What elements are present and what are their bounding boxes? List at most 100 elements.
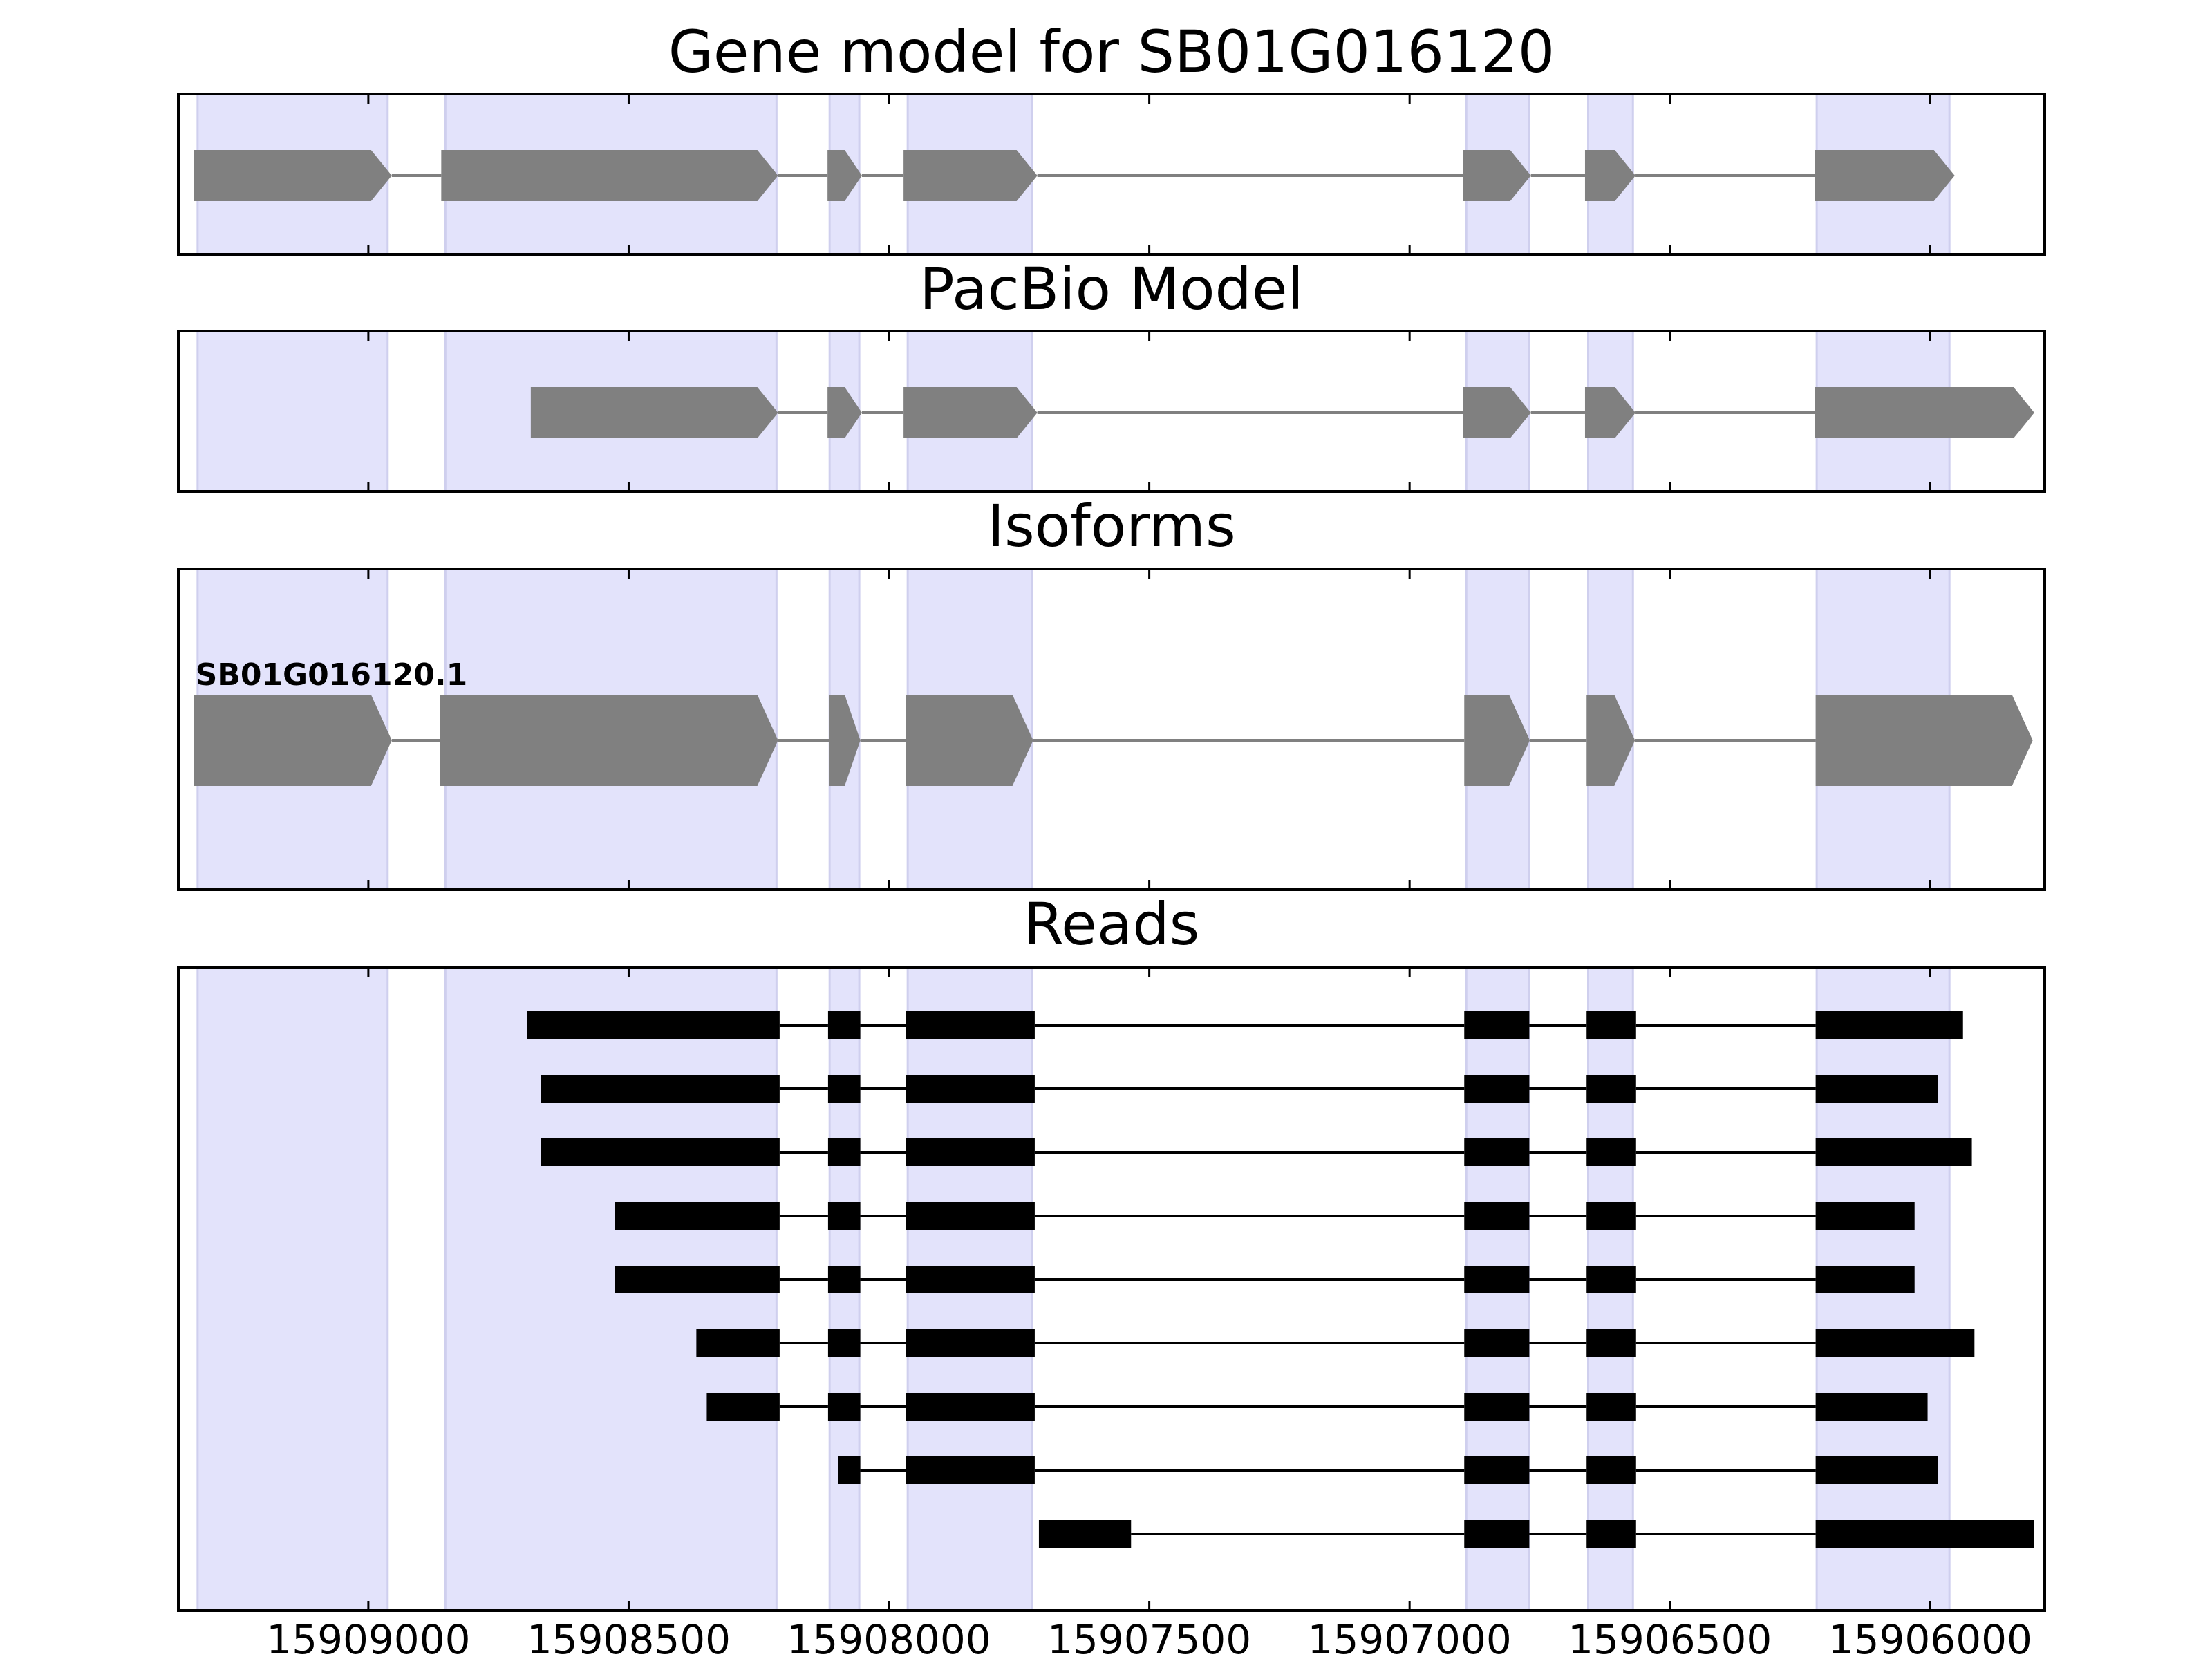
read-exon-block (1464, 1329, 1530, 1357)
read-exon-block (527, 1011, 780, 1039)
read-alignment (838, 1456, 1938, 1484)
exon-arrow (1815, 150, 1955, 201)
read-exon-block (1464, 1075, 1530, 1103)
isoform-label: SB01G016120.1 (196, 657, 468, 693)
read-exon-block (827, 1266, 861, 1293)
read-alignment (541, 1138, 1972, 1166)
read-exon-block (827, 1138, 861, 1166)
read-exon-block (1815, 1456, 1938, 1484)
panel-title: Gene model for SB01G016120 (668, 18, 1555, 86)
axes-frame (177, 966, 2046, 1612)
axes-frame (177, 330, 2046, 493)
exon-arrow (1815, 695, 2033, 786)
read-exon-block (615, 1266, 780, 1293)
read-exon-block (1815, 1520, 2034, 1548)
panel-title: PacBio Model (919, 255, 1304, 323)
read-exon-block (906, 1393, 1035, 1421)
read-exon-block (827, 1075, 861, 1103)
read-exon-block (1586, 1075, 1636, 1103)
panel-reads-3: Reads (177, 890, 2046, 1612)
exon-arrow (441, 150, 778, 201)
x-tick-label: 15907000 (1308, 1616, 1512, 1659)
read-exon-block (906, 1202, 1035, 1230)
exon-arrow (906, 695, 1033, 786)
axes-frame (177, 93, 2046, 256)
axes-frame (177, 568, 2046, 891)
read-exon-block (906, 1456, 1035, 1484)
read-exon-block (906, 1011, 1035, 1039)
x-tick-label: 15908000 (787, 1616, 991, 1659)
read-alignment (615, 1202, 1915, 1230)
gene-model-transcript (530, 387, 2034, 438)
read-exon-block (1038, 1520, 1132, 1548)
read-exon-block (1464, 1456, 1530, 1484)
panel-model-0: Gene model for SB01G016120 (177, 18, 2046, 256)
exon-arrow (1463, 387, 1531, 438)
read-alignment (527, 1011, 1963, 1039)
read-exon-block (1464, 1202, 1530, 1230)
read-exon-block (906, 1138, 1035, 1166)
read-exon-block (906, 1329, 1035, 1357)
read-exon-block (1815, 1011, 1963, 1039)
exon-arrow (1584, 387, 1636, 438)
exon-arrow (903, 150, 1038, 201)
panel-isoform-2: Isoforms SB01G016120.1 (177, 492, 2046, 891)
x-tick-label: 15909000 (266, 1616, 470, 1659)
read-alignment (696, 1329, 1975, 1357)
read-exon-block (827, 1202, 861, 1230)
read-exon-block (541, 1075, 780, 1103)
x-tick-label: 15907500 (1047, 1616, 1251, 1659)
read-exon-block (1586, 1456, 1636, 1484)
read-exon-block (615, 1202, 780, 1230)
exon-arrow (194, 695, 392, 786)
x-tick-label: 15908500 (527, 1616, 731, 1659)
gene-model-transcript (194, 150, 1955, 201)
read-exon-block (706, 1393, 780, 1421)
read-exon-block (1464, 1393, 1530, 1421)
panel-title: Isoforms (987, 492, 1236, 560)
exon-arrow (827, 387, 862, 438)
read-exon-block (827, 1011, 861, 1039)
read-exon-block (1815, 1075, 1938, 1103)
exon-arrow (440, 695, 778, 786)
read-alignment (1038, 1520, 2034, 1548)
read-exon-block (827, 1393, 861, 1421)
exon-shade-region (196, 330, 389, 493)
read-exon-block (541, 1138, 780, 1166)
read-exon-block (696, 1329, 780, 1357)
exon-arrow (1815, 387, 2034, 438)
isoform-transcript (194, 695, 2033, 786)
read-exon-block (1586, 1011, 1636, 1039)
exon-arrow (194, 150, 392, 201)
read-exon-block (1586, 1202, 1636, 1230)
read-exon-block (838, 1456, 861, 1484)
read-exon-block (1586, 1393, 1636, 1421)
exon-arrow (1584, 150, 1636, 201)
exon-arrow (827, 150, 862, 201)
read-exon-block (1586, 1520, 1636, 1548)
exon-arrow (530, 387, 778, 438)
x-tick-label: 15906000 (1828, 1616, 2032, 1659)
panel-model-1: PacBio Model (177, 255, 2046, 493)
read-exon-block (1586, 1266, 1636, 1293)
read-exon-block (1815, 1202, 1915, 1230)
read-exon-block (1815, 1266, 1915, 1293)
read-exon-block (1464, 1266, 1530, 1293)
read-alignment (541, 1075, 1938, 1103)
read-exon-block (827, 1329, 861, 1357)
read-exon-block (906, 1266, 1035, 1293)
exon-arrow (829, 695, 861, 786)
panel-title: Reads (1024, 890, 1200, 958)
read-exon-block (1815, 1138, 1972, 1166)
read-exon-block (1464, 1011, 1530, 1039)
read-exon-block (1815, 1329, 1975, 1357)
read-alignment (706, 1393, 1928, 1421)
read-exon-block (906, 1075, 1035, 1103)
exon-arrow (1464, 695, 1530, 786)
read-exon-block (1464, 1520, 1530, 1548)
exon-shade-region (196, 966, 389, 1612)
read-exon-block (1586, 1329, 1636, 1357)
read-exon-block (1815, 1393, 1928, 1421)
read-exon-block (1464, 1138, 1530, 1166)
